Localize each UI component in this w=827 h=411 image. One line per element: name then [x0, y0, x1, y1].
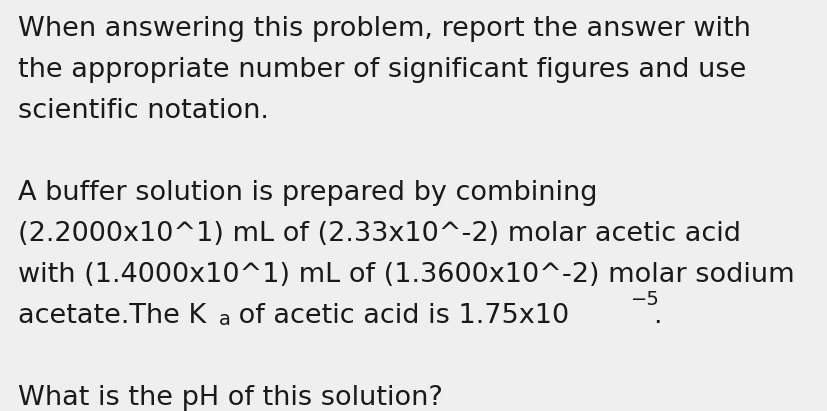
Text: (2.2000x10^1) mL of (2.33x10^-2) molar acetic acid: (2.2000x10^1) mL of (2.33x10^-2) molar a… — [18, 221, 740, 247]
Text: a: a — [218, 310, 230, 329]
Text: .: . — [653, 303, 661, 329]
Text: A buffer solution is prepared by combining: A buffer solution is prepared by combini… — [18, 180, 597, 206]
Text: scientific notation.: scientific notation. — [18, 98, 269, 124]
Text: What is the pH of this solution?: What is the pH of this solution? — [18, 385, 442, 411]
Text: of acetic acid is 1.75x10: of acetic acid is 1.75x10 — [230, 303, 568, 329]
Text: the appropriate number of significant figures and use: the appropriate number of significant fi… — [18, 57, 745, 83]
Text: −5: −5 — [630, 290, 659, 309]
Text: with (1.4000x10^1) mL of (1.3600x10^-2) molar sodium: with (1.4000x10^1) mL of (1.3600x10^-2) … — [18, 262, 794, 288]
Text: acetate.The K: acetate.The K — [18, 303, 206, 329]
Text: When answering this problem, report the answer with: When answering this problem, report the … — [18, 16, 750, 42]
